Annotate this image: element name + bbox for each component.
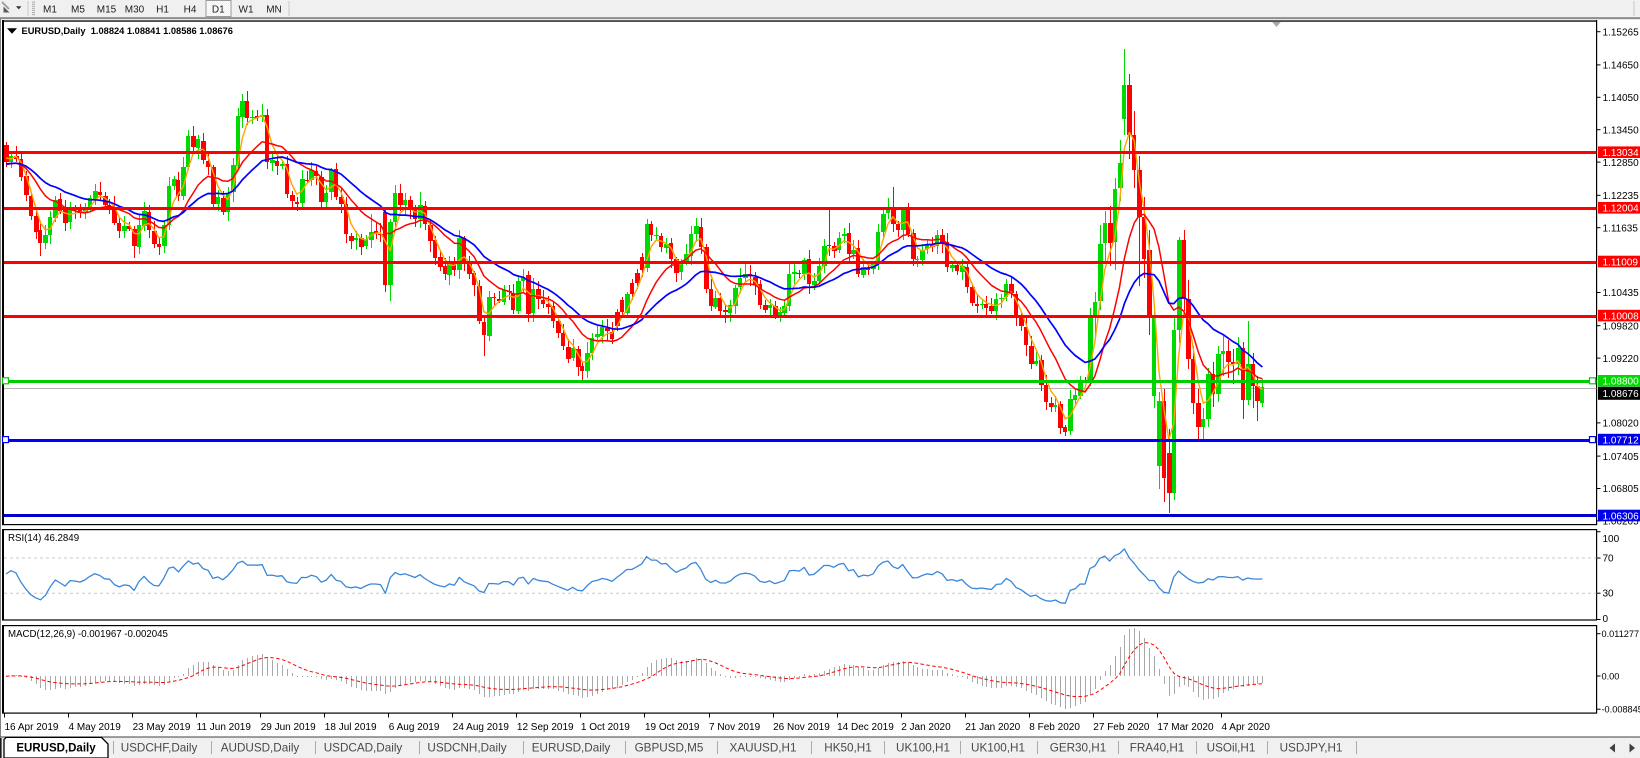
svg-text:1.14650: 1.14650 [1603, 61, 1640, 72]
svg-text:M5: M5 [71, 5, 85, 16]
svg-text:EURUSD,Daily 1.08824 1.08841: EURUSD,Daily 1.08824 1.08841 1.08586 1.0… [22, 26, 233, 36]
svg-text:W1: W1 [239, 5, 254, 16]
svg-text:0: 0 [1603, 614, 1609, 625]
svg-text:1.11635: 1.11635 [1603, 223, 1639, 234]
svg-text:70: 70 [1603, 554, 1615, 565]
svg-text:M30: M30 [125, 5, 145, 16]
svg-text:USDJPY,H1: USDJPY,H1 [1280, 742, 1343, 755]
svg-text:USOil,H1: USOil,H1 [1207, 742, 1256, 755]
svg-text:HK50,H1: HK50,H1 [824, 742, 871, 755]
svg-text:1.11009: 1.11009 [1603, 257, 1639, 268]
svg-text:1.06306: 1.06306 [1603, 511, 1640, 522]
svg-text:1.06205: 1.06205 [1603, 517, 1640, 528]
svg-text:EURUSD,Daily: EURUSD,Daily [532, 742, 611, 755]
svg-text:6 Aug 2019: 6 Aug 2019 [389, 722, 440, 733]
svg-text:23 May 2019: 23 May 2019 [133, 722, 191, 733]
svg-text:MACD(12,26,9) -0.001967 -0.002: MACD(12,26,9) -0.001967 -0.002045 [8, 629, 168, 640]
svg-text:29 Jun 2019: 29 Jun 2019 [261, 722, 316, 733]
svg-text:17 Mar 2020: 17 Mar 2020 [1157, 722, 1214, 733]
svg-text:30: 30 [1603, 589, 1615, 600]
svg-text:USDCNH,Daily: USDCNH,Daily [427, 742, 506, 755]
svg-text:12 Sep 2019: 12 Sep 2019 [517, 722, 574, 733]
svg-text:1.12235: 1.12235 [1603, 191, 1640, 202]
svg-text:MN: MN [266, 5, 282, 16]
svg-text:16 Apr 2019: 16 Apr 2019 [5, 722, 59, 733]
svg-text:0.00: 0.00 [1602, 671, 1620, 681]
svg-text:USDCHF,Daily: USDCHF,Daily [121, 742, 198, 755]
svg-text:M1: M1 [43, 5, 57, 16]
svg-text:1.09220: 1.09220 [1603, 354, 1640, 365]
svg-text:UK100,H1: UK100,H1 [896, 742, 950, 755]
svg-text:XAUUSD,H1: XAUUSD,H1 [730, 742, 797, 755]
svg-text:1.13034: 1.13034 [1603, 148, 1640, 159]
svg-text:RSI(14) 46.2849: RSI(14) 46.2849 [8, 533, 79, 544]
svg-text:1.15265: 1.15265 [1603, 27, 1640, 38]
svg-text:1.07712: 1.07712 [1603, 435, 1640, 446]
svg-text:100: 100 [1603, 534, 1620, 545]
svg-text:1.08800: 1.08800 [1603, 377, 1640, 388]
svg-text:1.06805: 1.06805 [1603, 484, 1640, 495]
svg-text:FRA40,H1: FRA40,H1 [1130, 742, 1185, 755]
svg-text:USDCAD,Daily: USDCAD,Daily [324, 742, 403, 755]
svg-text:1.10435: 1.10435 [1603, 288, 1640, 299]
svg-text:M15: M15 [97, 5, 117, 16]
svg-text:H4: H4 [184, 5, 197, 16]
svg-text:AUDUSD,Daily: AUDUSD,Daily [221, 742, 300, 755]
svg-text:1.10008: 1.10008 [1603, 311, 1640, 322]
svg-text:1.12850: 1.12850 [1603, 158, 1640, 169]
svg-text:GER30,H1: GER30,H1 [1050, 742, 1107, 755]
svg-text:8 Feb 2020: 8 Feb 2020 [1029, 722, 1080, 733]
svg-text:18 Jul 2019: 18 Jul 2019 [325, 722, 377, 733]
svg-text:1 Oct 2019: 1 Oct 2019 [581, 722, 630, 733]
svg-text:D1: D1 [212, 5, 225, 16]
svg-text:14 Dec 2019: 14 Dec 2019 [837, 722, 894, 733]
svg-text:19 Oct 2019: 19 Oct 2019 [645, 722, 700, 733]
svg-text:1.07405: 1.07405 [1603, 452, 1640, 463]
svg-text:1.14050: 1.14050 [1603, 93, 1640, 104]
svg-text:EURUSD,Daily: EURUSD,Daily [16, 743, 96, 755]
svg-text:0.011277: 0.011277 [1602, 629, 1640, 639]
svg-text:1.08676: 1.08676 [1603, 389, 1640, 400]
svg-text:11 Jun 2019: 11 Jun 2019 [197, 722, 252, 733]
svg-text:-0.008845: -0.008845 [1602, 705, 1640, 715]
svg-text:27 Feb 2020: 27 Feb 2020 [1093, 722, 1150, 733]
svg-text:GBPUSD,M5: GBPUSD,M5 [635, 742, 704, 755]
svg-text:UK100,H1: UK100,H1 [971, 742, 1025, 755]
svg-text:4 Apr 2020: 4 Apr 2020 [1222, 722, 1271, 733]
svg-text:24 Aug 2019: 24 Aug 2019 [453, 722, 510, 733]
svg-text:4 May 2019: 4 May 2019 [69, 722, 122, 733]
svg-text:7 Nov 2019: 7 Nov 2019 [709, 722, 761, 733]
svg-text:21 Jan 2020: 21 Jan 2020 [965, 722, 1020, 733]
svg-text:1.08020: 1.08020 [1603, 419, 1640, 430]
svg-text:H1: H1 [156, 5, 169, 16]
svg-text:1.12004: 1.12004 [1603, 204, 1640, 215]
svg-text:1.09820: 1.09820 [1603, 321, 1640, 332]
svg-text:2 Jan 2020: 2 Jan 2020 [901, 722, 951, 733]
svg-text:1.13450: 1.13450 [1603, 125, 1640, 136]
svg-text:26 Nov 2019: 26 Nov 2019 [773, 722, 830, 733]
